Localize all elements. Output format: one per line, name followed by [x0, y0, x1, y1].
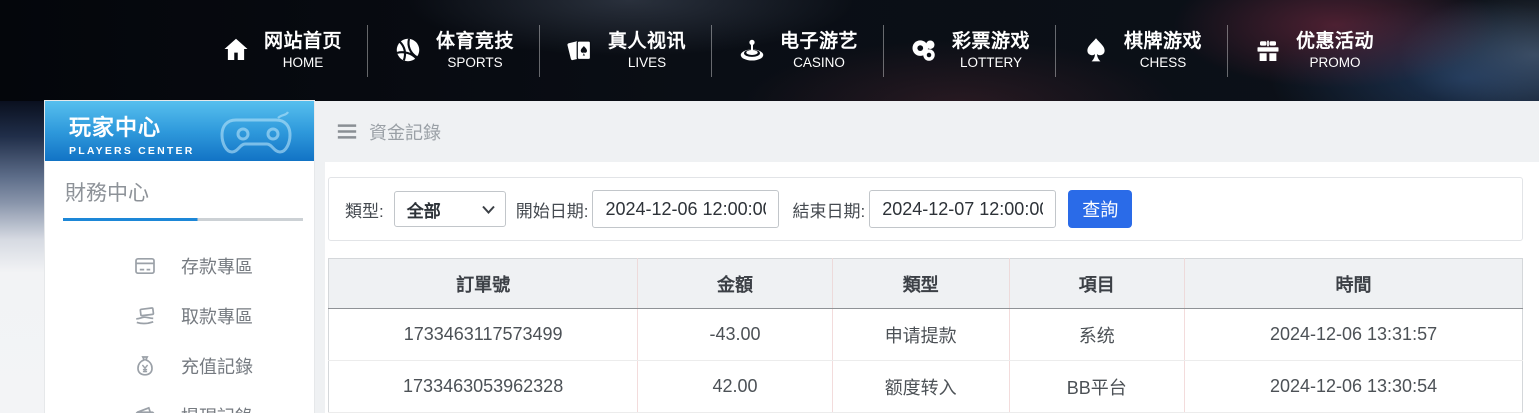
nav-label-zh: 体育竞技 [435, 30, 514, 52]
table-cell: BB平台 [1008, 360, 1185, 413]
nav-item-sports[interactable]: 体育竞技 SPORTS [368, 30, 539, 71]
table-body: 1733463117573499 -43.00 申请提款 系统 2024-12-06 1… [328, 308, 1523, 413]
end-date-label: 結束日期: [792, 201, 866, 221]
type-select-value: 全部 [406, 201, 441, 221]
column-header: 項目 [1008, 258, 1185, 309]
start-date-label: 開始日期: [515, 201, 589, 221]
sidebar-header: 玩家中心 PLAYERS CENTER [45, 101, 314, 161]
table-row: 1733463053962328 42.00 额度转入 BB平台 2024-12-06 … [328, 360, 1523, 413]
sidebar-item[interactable]: 充值記錄 [45, 341, 314, 391]
chevron-down-icon [481, 205, 495, 214]
table-cell: 2024-12-06 13:31:57 [1184, 308, 1523, 361]
sidebar-item-label: 提現記錄 [181, 403, 253, 413]
nav-label-en: PROMO [1309, 54, 1361, 70]
top-nav-items: 网站首页 HOME 体育竞技 SPORTS 真人视讯 LIVES 电子游艺 CASINO 彩票游… [196, 0, 1399, 101]
search-button[interactable]: 查詢 [1068, 190, 1133, 228]
nav-item-chess[interactable]: 棋牌游戏 CHESS [1056, 30, 1227, 71]
column-header: 類型 [831, 258, 1010, 309]
sidebar-section-title: 財務中心 [65, 182, 149, 205]
table-cell: 2024-12-06 13:30:54 [1184, 360, 1523, 413]
breadcrumb: 資金記錄 [337, 101, 441, 162]
filter-bar: 類型: 全部 開始日期: 結束日期: 查詢 [328, 177, 1523, 241]
column-header: 訂單號 [328, 258, 638, 309]
table-cell: 系统 [1008, 308, 1185, 361]
nav-label-en: CASINO [793, 54, 845, 70]
nav-item-text: 棋牌游戏 CHESS [1124, 30, 1202, 71]
wallet-icon [133, 404, 157, 413]
table-cell: 额度转入 [831, 360, 1010, 413]
nav-separator [1055, 24, 1056, 77]
sidebar-item-label: 存款專區 [181, 257, 253, 277]
nav-item-promo[interactable]: 优惠活动 PROMO [1228, 30, 1399, 71]
nav-item-lottery[interactable]: 彩票游戏 LOTTERY [884, 30, 1055, 71]
nav-label-en: LIVES [627, 54, 667, 70]
nav-label-zh: 网站首页 [263, 30, 342, 52]
nav-label-en: SPORTS [447, 54, 503, 70]
roulette-icon [737, 35, 767, 65]
nav-label-en: LOTTERY [959, 54, 1022, 70]
end-date-input[interactable] [869, 190, 1057, 228]
lottery-balls-icon [909, 35, 939, 65]
withdraw-hand-icon [133, 304, 157, 328]
nav-label-zh: 电子游艺 [779, 30, 858, 52]
nav-label-zh: 优惠活动 [1295, 30, 1374, 52]
nav-item-text: 网站首页 HOME [264, 30, 342, 71]
sidebar-item[interactable]: 取款專區 [45, 291, 314, 341]
nav-separator [539, 24, 540, 77]
cards-icon [565, 35, 595, 65]
spade-icon [1081, 35, 1111, 65]
table-cell: 1733463053962328 [328, 360, 638, 413]
nav-item-home[interactable]: 网站首页 HOME [196, 30, 367, 71]
column-header: 時間 [1184, 258, 1523, 309]
nav-separator [883, 24, 884, 77]
table-row: 1733463117573499 -43.00 申请提款 系统 2024-12-06 1… [328, 308, 1523, 361]
table-cell: 42.00 [637, 360, 833, 413]
home-icon [221, 35, 251, 65]
nav-item-text: 彩票游戏 LOTTERY [952, 30, 1030, 71]
nav-label-en: HOME [282, 54, 324, 70]
sidebar-item[interactable]: 存款專區 [45, 241, 314, 291]
nav-label-zh: 棋牌游戏 [1123, 30, 1202, 52]
records-table: 訂單號 金額 類型 項目 時間 1733463117573499 -43.00 申请提款 系统… [328, 258, 1523, 413]
table-cell: 1733463117573499 [328, 308, 638, 361]
sidebar-subtitle: PLAYERS CENTER [69, 145, 195, 157]
nav-item-text: 优惠活动 PROMO [1296, 30, 1374, 71]
type-select[interactable]: 全部 [393, 191, 506, 227]
nav-item-text: 体育竞技 SPORTS [436, 30, 514, 71]
nav-label-zh: 彩票游戏 [951, 30, 1030, 52]
nav-label-zh: 真人视讯 [607, 30, 686, 52]
nav-separator [711, 24, 712, 77]
gamepad-icon [216, 108, 302, 156]
column-header: 金額 [637, 258, 833, 309]
table-cell: -43.00 [637, 308, 833, 361]
table-header-row: 訂單號 金額 類型 項目 時間 [328, 258, 1523, 309]
section-underline [63, 218, 303, 221]
sidebar-title: 玩家中心 [69, 115, 162, 140]
nav-item-text: 电子游艺 CASINO [780, 30, 858, 71]
deposit-icon [133, 254, 157, 278]
breadcrumb-label: 資金記錄 [369, 122, 441, 143]
menu-icon[interactable] [337, 123, 357, 140]
basketball-icon [393, 35, 423, 65]
nav-separator [1227, 24, 1228, 77]
sidebar-item-label: 充值記錄 [181, 357, 253, 377]
table-cell: 申请提款 [831, 308, 1010, 361]
sidebar: 玩家中心 PLAYERS CENTER 財務中心 存款專區取款專區充值記錄提現記… [45, 101, 314, 413]
sidebar-item[interactable]: 提現記錄 [45, 391, 314, 413]
nav-item-casino[interactable]: 电子游艺 CASINO [712, 30, 883, 71]
nav-separator [367, 24, 368, 77]
nav-item-lives[interactable]: 真人视讯 LIVES [540, 30, 711, 71]
type-label: 類型: [345, 201, 384, 221]
sidebar-item-label: 取款專區 [181, 307, 253, 327]
start-date-input[interactable] [592, 190, 780, 228]
nav-item-text: 真人视讯 LIVES [608, 30, 686, 71]
sidebar-menu: 存款專區取款專區充值記錄提現記錄 [45, 241, 314, 413]
nav-label-en: CHESS [1139, 54, 1187, 70]
top-nav: 网站首页 HOME 体育竞技 SPORTS 真人视讯 LIVES 电子游艺 CASINO 彩票游… [0, 0, 1539, 101]
money-bag-icon [133, 354, 157, 378]
gift-icon [1253, 35, 1283, 65]
